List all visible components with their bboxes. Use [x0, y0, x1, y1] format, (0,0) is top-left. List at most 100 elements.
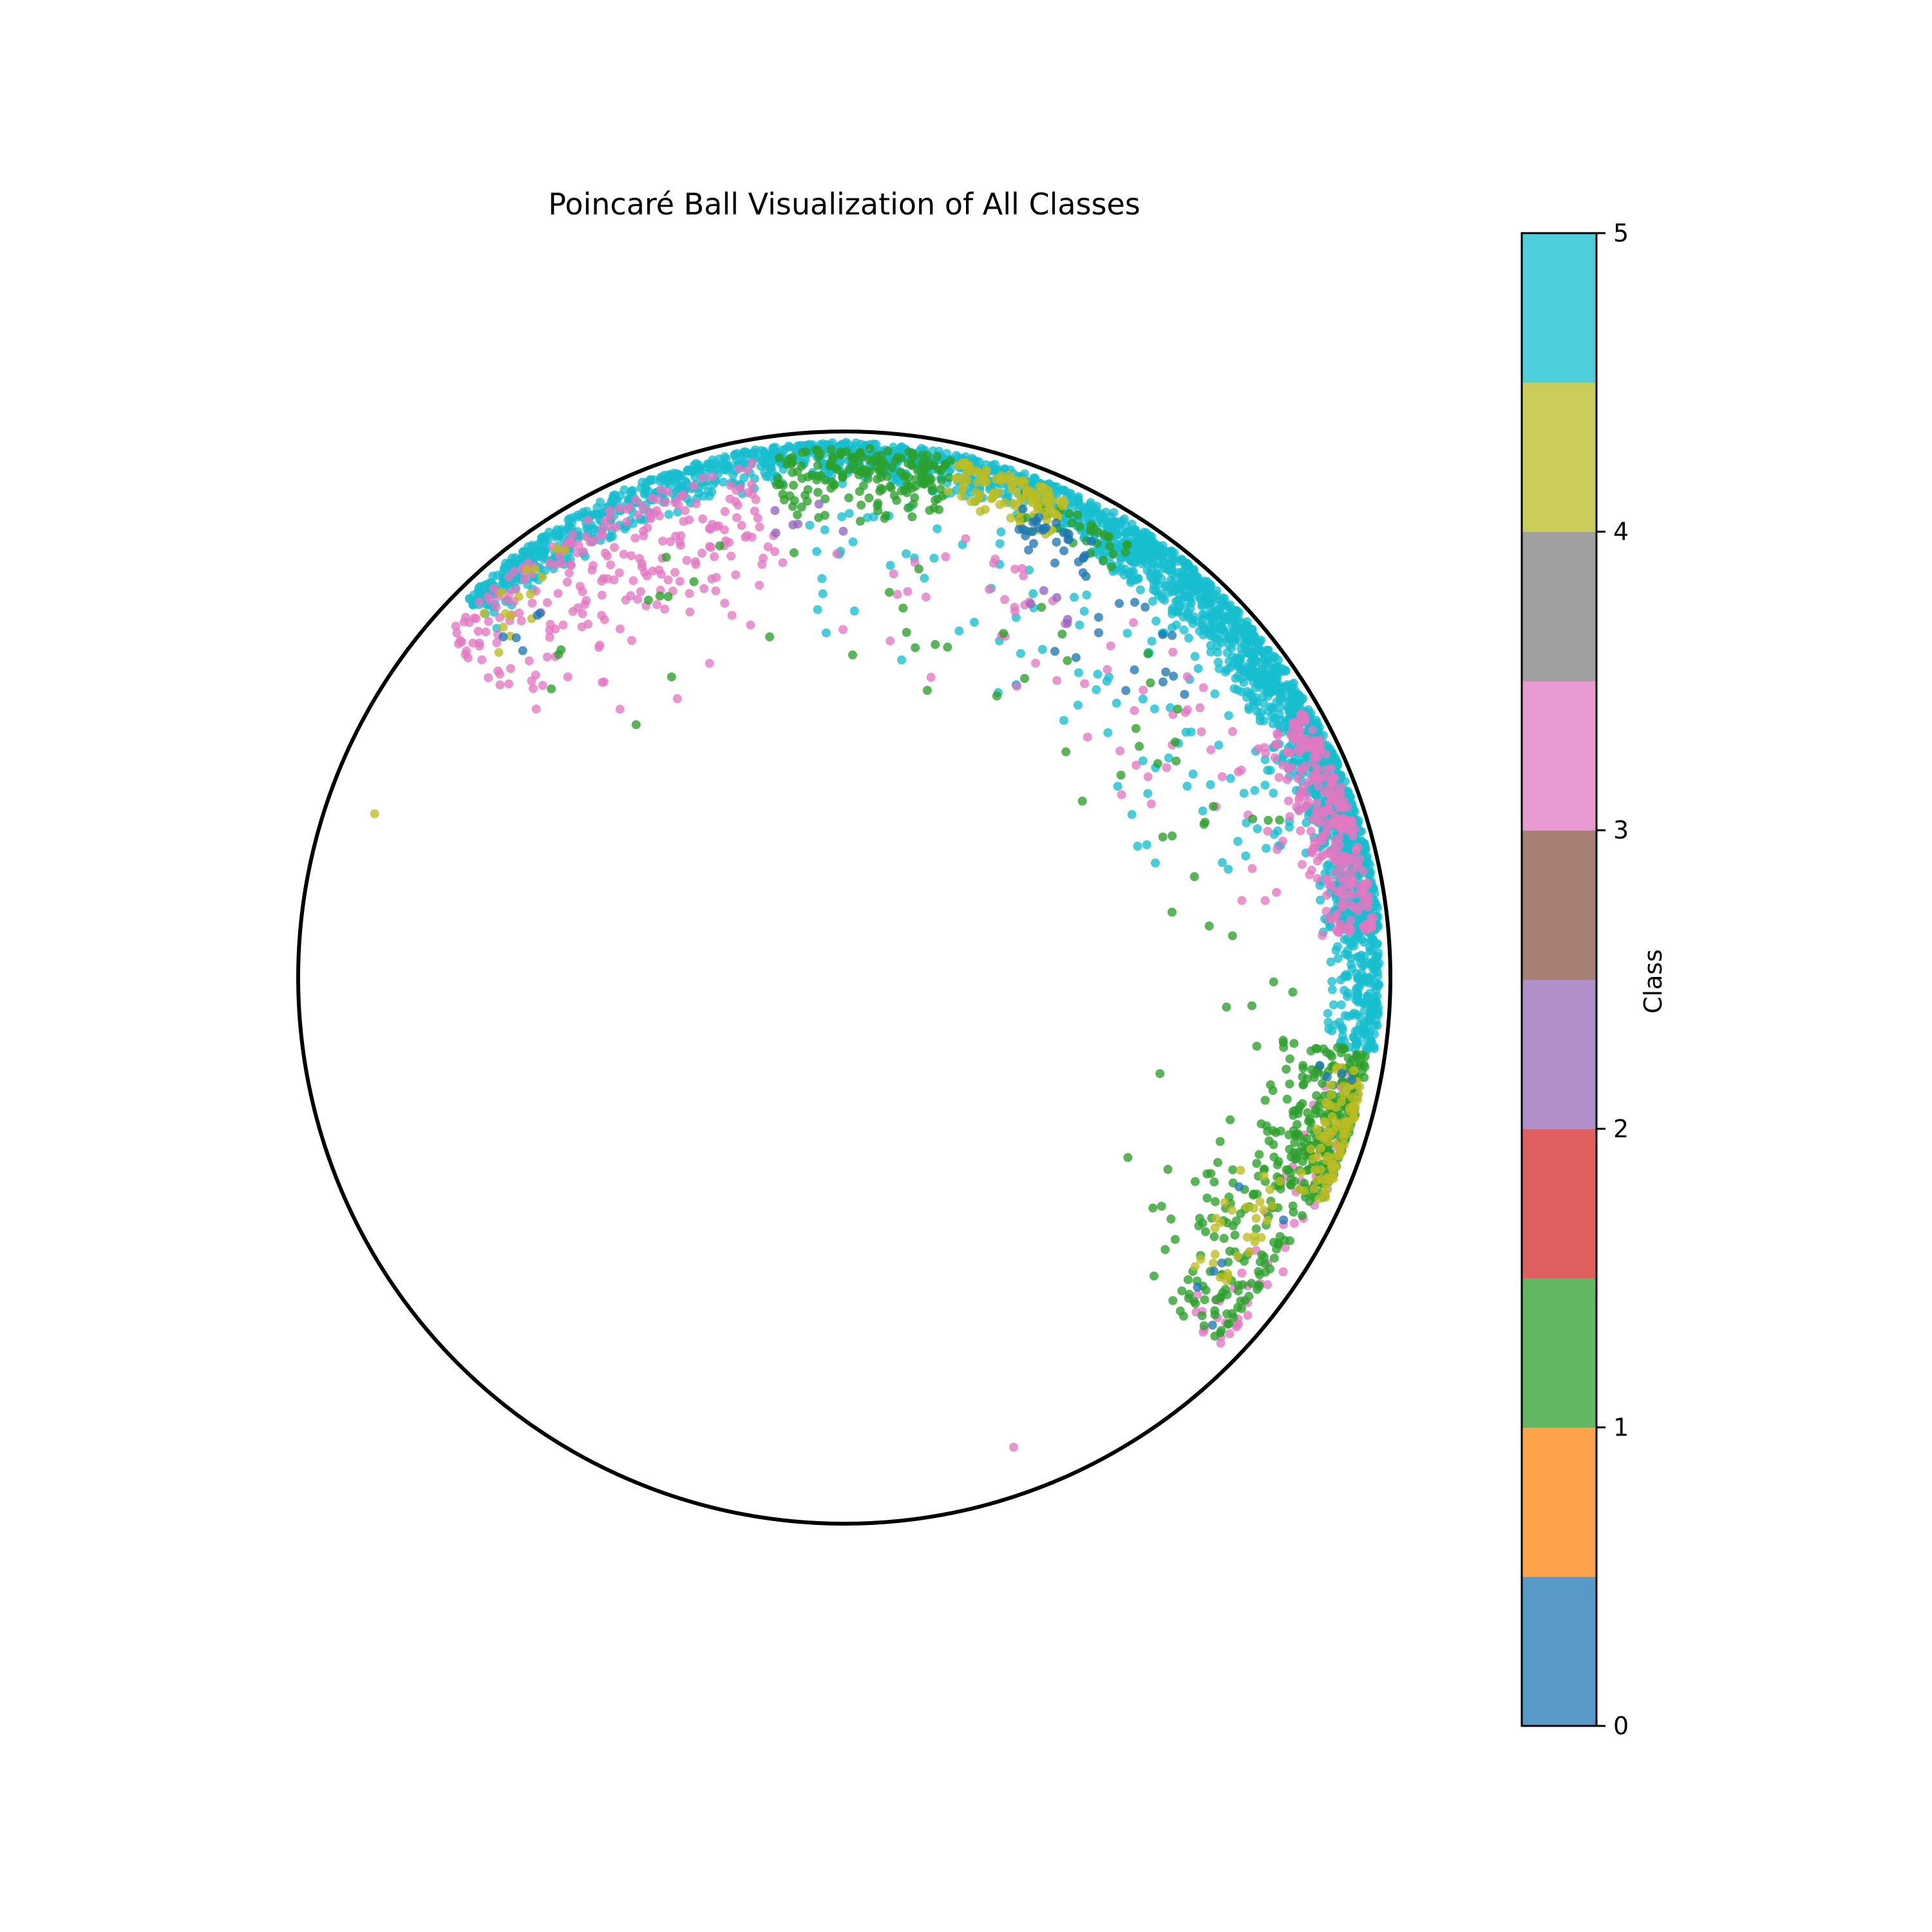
data-point-class-3: [598, 677, 607, 687]
data-point-class-1: [925, 506, 934, 515]
data-point-class-0: [1158, 630, 1168, 639]
data-point-class-3: [1195, 703, 1205, 712]
data-point-class-1: [1289, 1208, 1298, 1217]
data-point-class-3: [515, 609, 524, 618]
data-point-class-1: [827, 477, 837, 487]
data-point-class-3: [509, 567, 519, 576]
data-point-class-1: [884, 587, 894, 597]
data-point-class-1: [1264, 815, 1273, 825]
data-point-class-1: [1155, 1069, 1165, 1079]
data-point-class-5: [1296, 696, 1306, 706]
data-point-class-4: [1263, 1216, 1273, 1226]
data-point-class-5: [677, 471, 687, 480]
data-point-class-1: [1183, 1275, 1193, 1285]
data-point-class-3: [484, 617, 493, 626]
data-point-class-3: [675, 537, 685, 547]
data-point-class-3: [492, 638, 502, 647]
data-point-class-1: [1189, 1296, 1198, 1306]
data-point-class-1: [904, 503, 913, 513]
data-point-class-1: [931, 495, 940, 505]
data-point-class-3: [1273, 728, 1282, 738]
data-point-class-5: [818, 589, 828, 598]
data-point-class-3: [582, 532, 591, 542]
colorbar-tick-label: 3: [1613, 816, 1629, 844]
data-point-class-3: [746, 620, 755, 630]
data-point-class-3: [1291, 731, 1300, 741]
data-point-class-1: [1104, 532, 1114, 542]
data-point-class-5: [567, 518, 576, 527]
data-point-class-1: [1269, 977, 1278, 987]
data-point-class-1: [1198, 1218, 1208, 1228]
data-point-class-5: [987, 460, 997, 470]
data-point-class-3: [1340, 818, 1350, 828]
data-point-class-1: [1247, 1278, 1256, 1288]
data-point-class-3: [1349, 902, 1359, 912]
data-point-class-0: [1168, 630, 1177, 640]
data-point-class-3: [737, 520, 746, 530]
data-point-class-5: [708, 459, 717, 469]
data-point-class-1: [788, 468, 797, 477]
data-point-class-3: [685, 589, 694, 598]
data-point-class-3: [1313, 736, 1322, 746]
data-point-class-5: [732, 455, 741, 464]
data-point-class-4: [370, 809, 379, 819]
data-point-class-3: [1333, 927, 1343, 937]
data-point-class-5: [1239, 677, 1249, 687]
data-point-class-1: [667, 672, 676, 682]
data-point-class-3: [732, 513, 741, 522]
data-point-class-3: [1115, 746, 1125, 756]
data-point-class-5: [1252, 638, 1262, 647]
data-point-class-3: [1313, 781, 1323, 791]
data-point-class-3: [1343, 853, 1352, 862]
data-point-class-4: [1255, 1197, 1265, 1207]
data-point-class-3: [685, 515, 694, 525]
data-point-class-1: [1157, 1202, 1166, 1211]
data-point-class-1: [1057, 629, 1067, 639]
data-point-class-0: [1059, 546, 1068, 556]
data-point-class-3: [481, 627, 491, 637]
data-point-class-3: [1243, 1311, 1253, 1320]
colorbar-tick-label: 4: [1613, 518, 1629, 546]
data-point-class-3: [685, 607, 695, 617]
data-point-class-3: [1237, 896, 1247, 905]
data-point-class-5: [1147, 636, 1157, 646]
data-point-class-1: [907, 512, 917, 522]
data-point-class-5: [1365, 942, 1374, 952]
data-point-class-1: [944, 473, 954, 482]
data-point-class-4: [531, 564, 540, 574]
data-point-class-1: [1067, 518, 1077, 528]
data-point-class-5: [1138, 694, 1148, 704]
data-point-class-5: [1241, 851, 1251, 861]
data-point-class-4: [1236, 1166, 1245, 1175]
data-point-class-1: [1240, 1296, 1250, 1305]
data-point-class-3: [1316, 818, 1326, 828]
data-point-class-4: [1190, 1262, 1200, 1271]
data-point-class-5: [1336, 1000, 1346, 1010]
data-point-class-5: [1206, 641, 1215, 650]
data-point-class-3: [634, 510, 643, 520]
data-point-class-5: [1237, 650, 1247, 659]
data-point-class-5: [1102, 676, 1112, 686]
data-point-class-5: [1358, 974, 1368, 983]
data-point-class-3: [1198, 683, 1208, 692]
data-point-class-5: [1284, 705, 1294, 715]
data-point-class-5: [817, 574, 827, 583]
data-point-class-3: [1263, 826, 1273, 836]
data-point-class-3: [743, 466, 752, 475]
data-point-class-3: [1336, 789, 1345, 799]
data-point-class-1: [661, 553, 671, 562]
data-point-class-4: [1321, 1179, 1331, 1189]
data-point-class-3: [1182, 672, 1192, 681]
data-point-class-1: [1108, 549, 1118, 559]
data-point-class-5: [812, 547, 822, 556]
data-point-class-1: [689, 577, 699, 587]
data-point-class-5: [920, 573, 929, 583]
data-point-class-1: [663, 592, 673, 601]
data-point-class-4: [1316, 1165, 1325, 1175]
data-point-class-5: [760, 451, 770, 460]
data-point-class-1: [863, 474, 873, 484]
data-point-class-1: [862, 466, 871, 476]
data-point-class-3: [741, 533, 750, 542]
data-point-class-0: [511, 633, 521, 643]
data-point-class-5: [1126, 578, 1135, 587]
